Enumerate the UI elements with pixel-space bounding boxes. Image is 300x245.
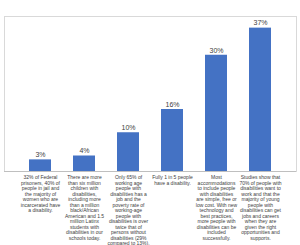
svg-text:32% of Federalprisoners, 40% o: 32% of Federalprisoners, 40% ofpeople in…	[21, 174, 61, 213]
svg-text:Fully 1 in 5 peoplehave a disa: Fully 1 in 5 peoplehave a disability.	[152, 174, 193, 186]
svg-text:10%: 10%	[121, 124, 135, 131]
svg-text:Mostaccommodationsto include p: Mostaccommodationsto include peoplewith …	[196, 174, 238, 241]
svg-text:37%: 37%	[253, 19, 267, 26]
svg-text:3%: 3%	[35, 151, 45, 158]
svg-text:30%: 30%	[209, 46, 223, 53]
svg-text:There are morethan six million: There are morethan six millionchildren w…	[65, 174, 104, 241]
svg-text:16%: 16%	[165, 101, 179, 108]
svg-text:Only 65% ofworking agepeople w: Only 65% ofworking agepeople withdisabil…	[107, 174, 149, 245]
svg-text:Studies show that70% of people: Studies show that70% of people withdisab…	[239, 174, 281, 241]
svg-text:4%: 4%	[79, 147, 89, 154]
